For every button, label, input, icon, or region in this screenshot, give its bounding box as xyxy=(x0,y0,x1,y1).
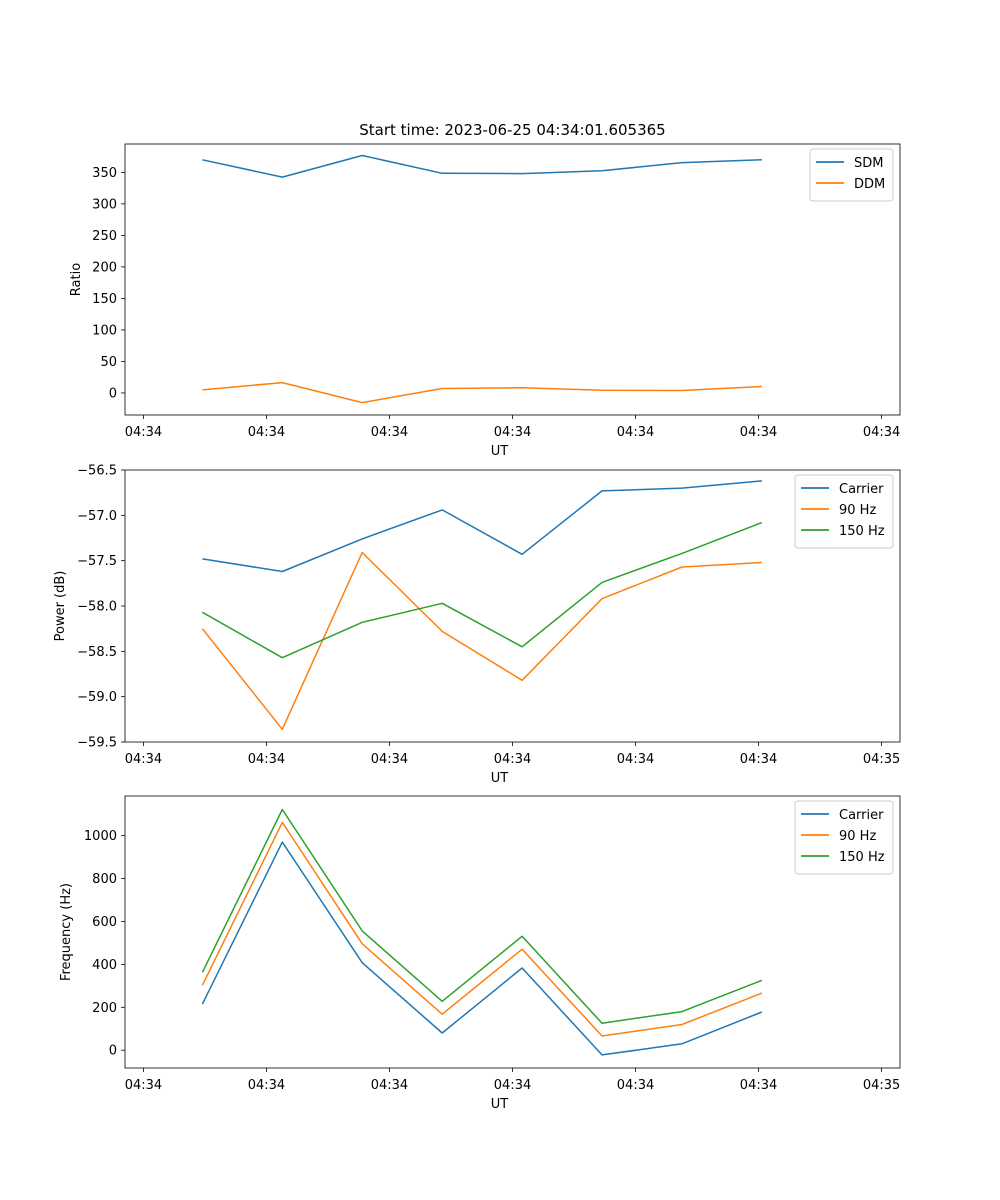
series-line-150-hz xyxy=(201,808,763,1024)
legend-label: 90 Hz xyxy=(839,503,876,518)
series-line-sdm xyxy=(202,154,762,178)
legend-label: 90 Hz xyxy=(839,829,876,844)
x-tick-label: 04:34 xyxy=(371,1078,408,1093)
y-tick-label: 200 xyxy=(92,260,117,275)
y-axis-label: Ratio xyxy=(69,263,84,296)
x-tick-label: 04:34 xyxy=(494,1078,531,1093)
series-line-ddm xyxy=(202,381,762,404)
subplot-3: 04:34 04:34 04:34 04:34 04:34 04:34 04:35 0 200 4… xyxy=(59,795,901,1112)
figure-title: Start time: 2023-06-25 04:34:01.605365 xyxy=(359,121,665,139)
subplot-2: 04:34 04:34 04:34 04:34 04:34 04:34 04:35 −59.5… xyxy=(53,464,901,786)
y-axis-label: Power (dB) xyxy=(53,571,68,642)
y-tick-label: 50 xyxy=(100,355,117,370)
y-tick-label: −58.5 xyxy=(77,645,117,660)
x-axis-label: UT xyxy=(491,771,509,786)
y-tick-label: 100 xyxy=(92,323,117,338)
legend-label: DDM xyxy=(854,177,885,192)
y-tick-label: 250 xyxy=(92,229,117,244)
legend: SDM DDM xyxy=(809,148,894,202)
subplot-1: 04:34 04:34 04:34 04:34 04:34 04:34 04:34 0 50 10… xyxy=(69,143,901,459)
y-tick-label: −59.0 xyxy=(77,690,117,705)
x-tick-label: 04:35 xyxy=(863,752,900,767)
series-line-carrier xyxy=(202,480,762,573)
y-tick-label: −58.0 xyxy=(77,600,117,615)
series-line-carrier xyxy=(201,841,763,1056)
x-tick-label: 04:34 xyxy=(371,425,408,440)
x-tick-label: 04:34 xyxy=(740,1078,777,1093)
subplots: 04:34 04:34 04:34 04:34 04:34 04:34 04:34 0 50 10… xyxy=(53,143,901,1112)
series-line-90-hz xyxy=(201,821,763,1037)
x-tick-label: 04:34 xyxy=(494,752,531,767)
x-tick-label: 04:34 xyxy=(617,425,654,440)
y-tick-label: −57.5 xyxy=(77,554,117,569)
y-tick-label: 800 xyxy=(92,872,117,887)
y-tick-label: 0 xyxy=(109,1044,117,1059)
series-line-90-hz xyxy=(201,551,762,731)
y-tick-label: 300 xyxy=(92,197,117,212)
x-tick-label: 04:34 xyxy=(248,1078,285,1093)
x-tick-label: 04:34 xyxy=(125,1078,162,1093)
y-tick-label: 0 xyxy=(109,386,117,401)
x-tick-label: 04:35 xyxy=(863,1078,900,1093)
y-tick-label: 400 xyxy=(92,958,117,973)
legend: Carrier 90 Hz 150 Hz xyxy=(794,800,894,875)
y-tick-label: 350 xyxy=(92,166,117,181)
y-tick-label: −56.5 xyxy=(77,464,117,479)
x-tick-label: 04:34 xyxy=(617,752,654,767)
y-tick-label: 600 xyxy=(92,915,117,930)
legend: Carrier 90 Hz 150 Hz xyxy=(794,474,894,549)
x-axis-label: UT xyxy=(491,1097,509,1112)
x-tick-label: 04:34 xyxy=(740,425,777,440)
x-tick-label: 04:34 xyxy=(125,425,162,440)
series-line-150-hz xyxy=(202,521,763,659)
y-tick-label: −57.0 xyxy=(77,509,117,524)
x-axis-label: UT xyxy=(491,444,509,459)
legend-label: Carrier xyxy=(839,482,884,497)
x-tick-label: 04:34 xyxy=(863,425,900,440)
x-tick-label: 04:34 xyxy=(740,752,777,767)
legend-label: 150 Hz xyxy=(839,524,885,539)
y-tick-label: −59.5 xyxy=(77,736,117,751)
y-tick-label: 150 xyxy=(92,292,117,307)
x-tick-label: 04:34 xyxy=(248,752,285,767)
x-tick-label: 04:34 xyxy=(248,425,285,440)
legend-label: SDM xyxy=(854,156,883,171)
y-tick-label: 200 xyxy=(92,1001,117,1016)
legend-label: Carrier xyxy=(839,808,884,823)
legend-label: 150 Hz xyxy=(839,850,885,865)
x-tick-label: 04:34 xyxy=(617,1078,654,1093)
y-tick-label: 1000 xyxy=(84,829,117,844)
x-tick-label: 04:34 xyxy=(494,425,531,440)
x-tick-label: 04:34 xyxy=(125,752,162,767)
y-axis-label: Frequency (Hz) xyxy=(59,883,74,981)
x-tick-label: 04:34 xyxy=(371,752,408,767)
